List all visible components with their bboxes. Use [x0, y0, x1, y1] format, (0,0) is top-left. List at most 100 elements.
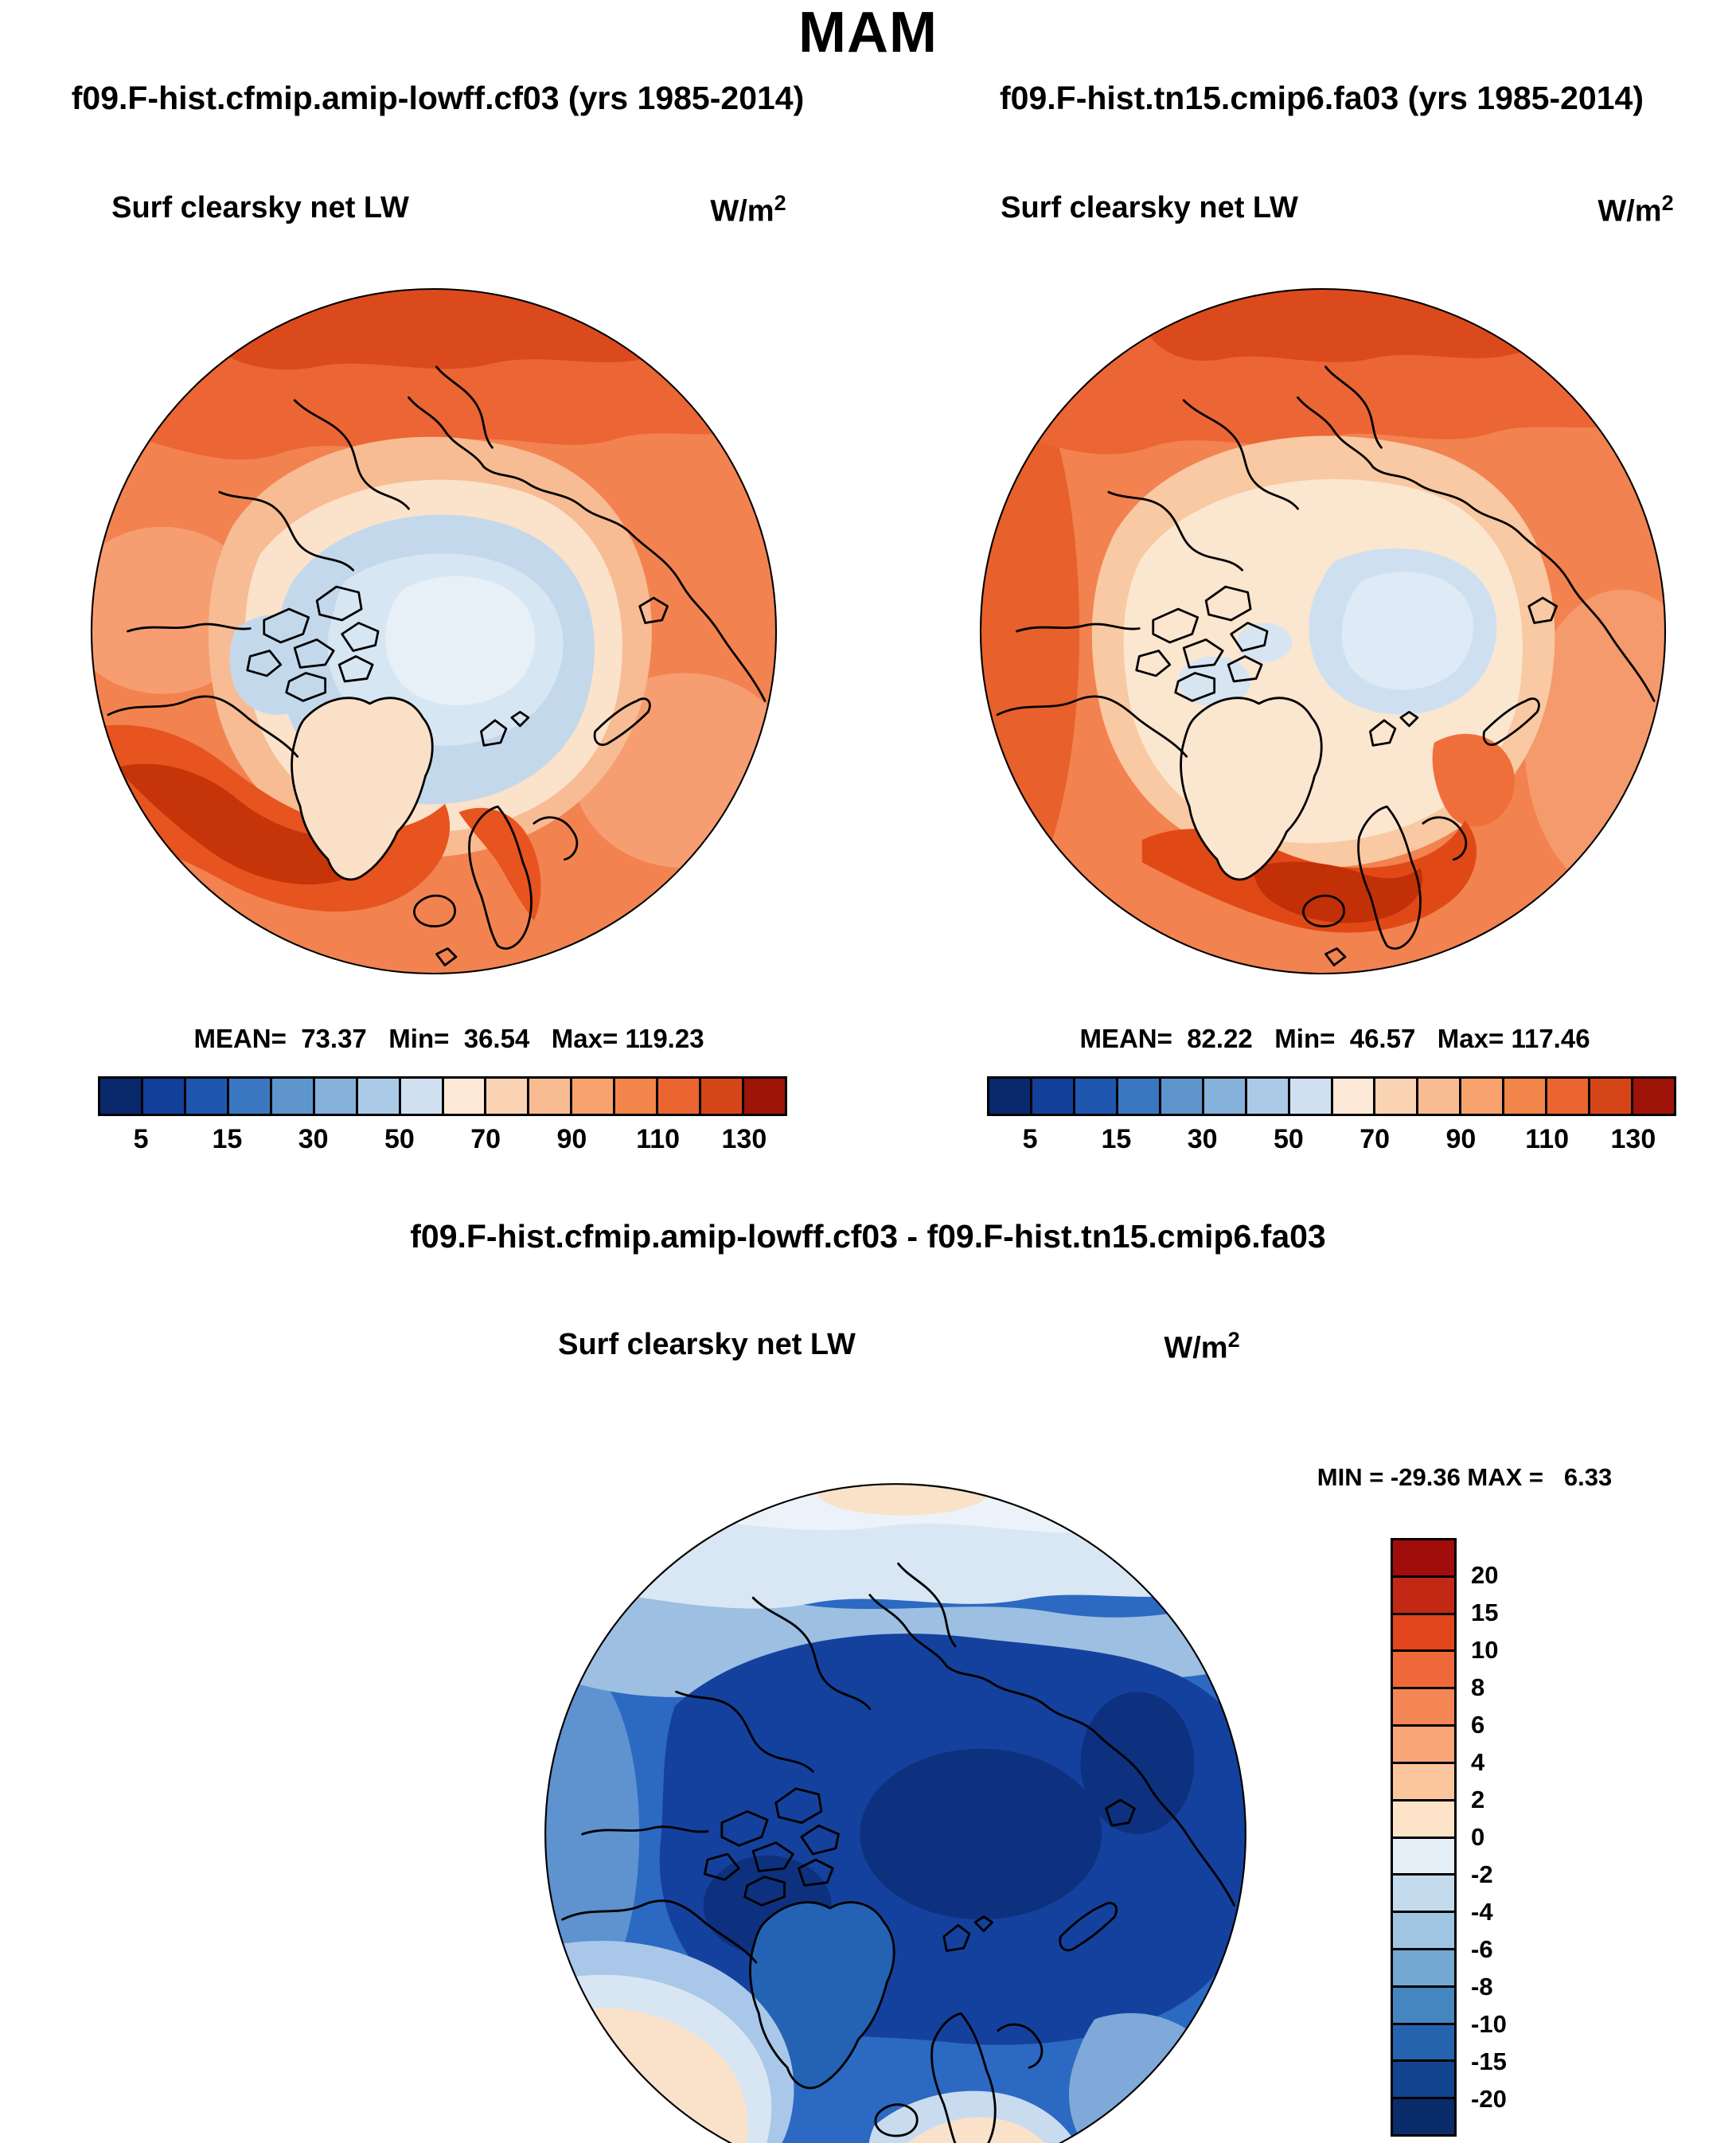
colorbar-segment	[1393, 1876, 1454, 1914]
colorbar-segment	[1504, 1079, 1548, 1114]
colorbar-tick-label: 15	[1471, 1598, 1499, 1626]
colorbar-tick-label: 130	[721, 1124, 767, 1154]
colorbar-segment	[1203, 1079, 1247, 1114]
map-case2-fills	[980, 288, 1666, 974]
colorbar-segment	[1393, 1950, 1454, 1988]
colorbar-segment	[989, 1079, 1032, 1114]
colorbar-tick-label: 8	[1471, 1673, 1485, 1701]
units-base: W/m	[710, 194, 774, 228]
colorbar-segment	[1547, 1079, 1591, 1114]
colorbar-segment	[1118, 1079, 1161, 1114]
colorbar-segment	[1633, 1079, 1674, 1114]
colorbar-tick-label: 4	[1471, 1748, 1485, 1776]
colorbar-segment	[1332, 1079, 1376, 1114]
colorbar-segment	[572, 1079, 616, 1114]
colorbar-segment	[1393, 2024, 1454, 2063]
colorbar-tick-label: 90	[556, 1124, 587, 1154]
colorbar-segment	[271, 1079, 315, 1114]
case1-stats: MEAN= 73.37 Min= 36.54 Max= 119.23	[193, 1024, 704, 1053]
colorbar-tick-label: 15	[1101, 1124, 1132, 1154]
season-title: MAM	[798, 1, 938, 64]
colorbar-tick-label: -6	[1471, 1935, 1493, 1963]
colorbar-segment	[1393, 1913, 1454, 1950]
map-diff-plot	[544, 1483, 1246, 2143]
colorbar-tick-label: 0	[1471, 1823, 1485, 1851]
colorbar-tick-label: 90	[1445, 1124, 1477, 1154]
map-case2-plot	[979, 287, 1667, 975]
case1-header: f09.F-hist.cfmip.amip-lowff.cf03 (yrs 19…	[71, 80, 805, 116]
map-case1-plot	[90, 287, 778, 975]
colorbar-tick-label: 30	[1187, 1124, 1218, 1154]
map-boundary	[90, 287, 778, 975]
colorbar-segment	[142, 1079, 186, 1114]
colorbar-segment	[1393, 1727, 1454, 1764]
colorbar-segment	[1075, 1079, 1118, 1114]
map-boundary	[544, 1483, 1246, 2143]
colorbar-tick-label: 5	[133, 1124, 149, 1154]
case2-field-label: Surf clearsky net LW	[1001, 191, 1298, 224]
diff-minmax: MIN = -29.36 MAX = 6.33	[1317, 1463, 1613, 1491]
colorbar-segment	[1393, 1577, 1454, 1615]
colorbar-tick-label: -10	[1471, 2010, 1507, 2038]
colorbar-tick-label: -15	[1471, 2047, 1507, 2075]
colorbar-segment	[701, 1079, 745, 1114]
colorbar-segment	[1393, 1614, 1454, 1653]
colorbar-tick-label: 70	[1360, 1124, 1391, 1154]
case2-colorbar	[987, 1076, 1676, 1116]
case2-stats: MEAN= 82.22 Min= 46.57 Max= 117.46	[1079, 1024, 1590, 1053]
colorbar-segment	[1161, 1079, 1204, 1114]
colorbar-segment	[357, 1079, 401, 1114]
map-case1-fills	[91, 288, 777, 974]
colorbar-segment	[185, 1079, 229, 1114]
colorbar-segment	[314, 1079, 358, 1114]
colorbar-tick-label: 6	[1471, 1711, 1485, 1739]
colorbar-segment	[744, 1079, 785, 1114]
colorbar-tick-label: 20	[1471, 1561, 1499, 1589]
colorbar-tick-label: -2	[1471, 1860, 1493, 1888]
colorbar-segment	[1393, 2099, 1454, 2134]
map-diff-fills	[545, 1484, 1246, 2143]
colorbar-tick-label: 130	[1610, 1124, 1656, 1154]
map-case2	[975, 283, 1671, 979]
colorbar-segment	[1590, 1079, 1634, 1114]
colorbar-tick-label: 110	[1525, 1124, 1570, 1154]
case2-header: f09.F-hist.tn15.cmip6.fa03 (yrs 1985-201…	[1000, 80, 1644, 116]
colorbar-tick-label: 15	[212, 1124, 243, 1154]
colorbar-segment	[529, 1079, 573, 1114]
colorbar-segment	[1393, 1689, 1454, 1727]
colorbar-segment	[1032, 1079, 1075, 1114]
units-exponent: 2	[1227, 1328, 1240, 1352]
diff-colorbar	[1391, 1538, 1457, 2137]
colorbar-tick-label: -8	[1471, 1973, 1493, 2001]
colorbar-segment	[228, 1079, 272, 1114]
diff-header: f09.F-hist.cfmip.amip-lowff.cf03 - f09.F…	[410, 1218, 1326, 1255]
colorbar-tick-label: 110	[636, 1124, 681, 1154]
colorbar-segment	[1393, 2062, 1454, 2100]
map-case1	[86, 283, 782, 979]
colorbar-segment	[1393, 1987, 1454, 2025]
colorbar-segment	[100, 1079, 143, 1114]
colorbar-tick-label: 30	[298, 1124, 329, 1154]
colorbar-tick-label: 50	[1273, 1124, 1304, 1154]
colorbar-segment	[615, 1079, 659, 1114]
colorbar-tick-label: -4	[1471, 1898, 1493, 1926]
colorbar-segment	[1418, 1079, 1462, 1114]
case1-colorbar	[98, 1076, 787, 1116]
case2-units: W/m2	[1572, 191, 1699, 229]
colorbar-tick-label: 5	[1022, 1124, 1038, 1154]
map-boundary	[979, 287, 1667, 975]
colorbar-tick-label: -20	[1471, 2085, 1507, 2113]
colorbar-tick-label: 70	[470, 1124, 501, 1154]
colorbar-segment	[1461, 1079, 1505, 1114]
colorbar-segment	[1393, 1652, 1454, 1690]
colorbar-tick-label: 50	[384, 1124, 415, 1154]
diff-units: W/m2	[1138, 1328, 1266, 1366]
colorbar-segment	[1393, 1838, 1454, 1876]
colorbar-segment	[443, 1079, 487, 1114]
diff-field-label: Surf clearsky net LW	[558, 1328, 856, 1361]
colorbar-segment	[658, 1079, 702, 1114]
units-base: W/m	[1164, 1331, 1228, 1365]
diff-colorbar-ticks: 20 15 10 8 6 4 2 0 -2 -4 -6 -8 -10 -15 -20	[1471, 1538, 1543, 2137]
case1-colorbar-ticks: 5 15 30 50 70 90 110 130	[98, 1124, 787, 1159]
colorbar-segment	[1289, 1079, 1333, 1114]
